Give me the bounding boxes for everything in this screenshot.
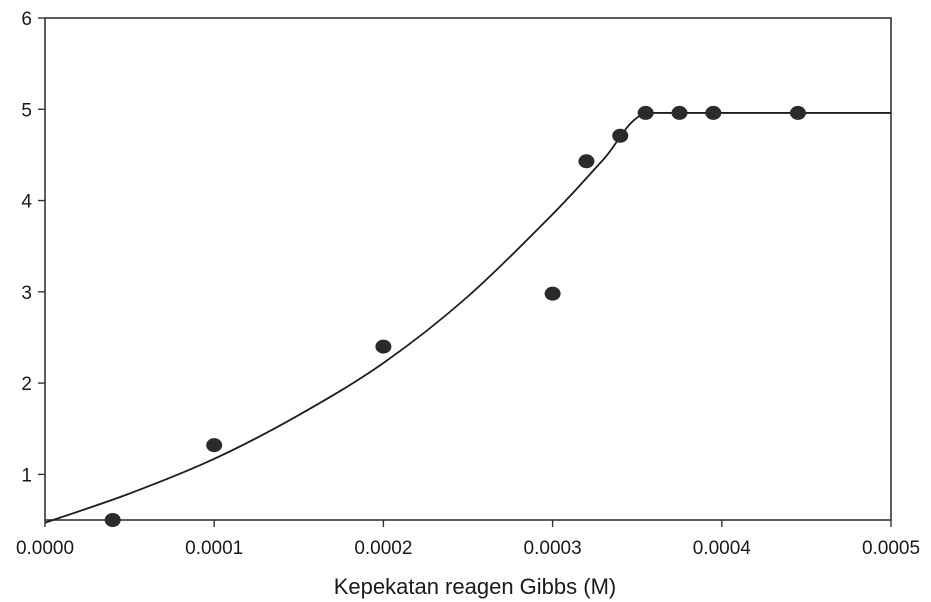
data-point bbox=[671, 105, 688, 120]
data-point bbox=[104, 513, 121, 527]
plot-frame bbox=[44, 17, 892, 521]
axis-ticks bbox=[38, 17, 892, 527]
fit-line bbox=[44, 112, 891, 524]
x-tick-label: 0.0003 bbox=[524, 538, 582, 559]
x-tick-label: 0.0000 bbox=[16, 538, 74, 559]
x-tick-label: 0.0001 bbox=[185, 538, 243, 559]
data-point bbox=[578, 154, 595, 169]
data-point bbox=[789, 105, 806, 120]
y-tick-label: 4 bbox=[21, 192, 32, 213]
data-point bbox=[544, 286, 561, 301]
data-point bbox=[637, 105, 654, 120]
y-tick-label: 5 bbox=[21, 100, 32, 121]
plot-border bbox=[44, 17, 892, 521]
x-tick-label: 0.0004 bbox=[693, 538, 752, 559]
fit-line-layer bbox=[44, 112, 891, 524]
data-point bbox=[375, 339, 392, 354]
x-axis-title: Kepekatan reagen Gibbs (M) bbox=[334, 574, 617, 599]
data-points-layer bbox=[104, 105, 806, 527]
data-point bbox=[206, 438, 223, 453]
y-tick-label: 1 bbox=[21, 465, 32, 486]
x-tick-label: 0.0002 bbox=[354, 538, 412, 559]
y-tick-label: 2 bbox=[21, 374, 32, 395]
tick-labels-layer: 0.0000 0.0001 0.0002 0.0003 0.0004 0.0005 1 2 3 4… bbox=[16, 9, 920, 559]
data-point bbox=[612, 128, 629, 143]
y-tick-label: 6 bbox=[21, 9, 32, 30]
x-tick-label: 0.0005 bbox=[862, 538, 920, 559]
data-point bbox=[705, 105, 722, 120]
y-tick-label: 3 bbox=[21, 283, 32, 304]
